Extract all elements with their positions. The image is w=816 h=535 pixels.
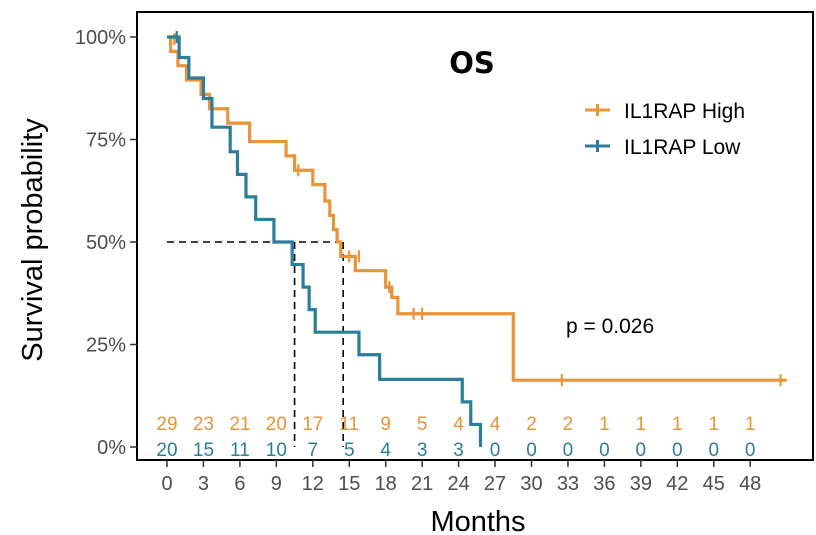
- risk-count-high: 4: [490, 414, 501, 435]
- x-tick-label: 39: [630, 473, 652, 495]
- x-tick-label: 27: [484, 473, 506, 495]
- survival-curve-low: [167, 35, 483, 447]
- risk-count-high: 2: [526, 414, 537, 435]
- risk-count-high: 1: [672, 414, 683, 435]
- risk-count-low: 3: [417, 440, 428, 461]
- risk-count-high: 4: [453, 414, 464, 435]
- x-tick-label: 9: [271, 473, 282, 495]
- legend-label-high: IL1RAP High: [624, 100, 745, 123]
- x-tick-label: 12: [302, 473, 324, 495]
- risk-count-high: 11: [339, 414, 359, 435]
- risk-count-low: 10: [266, 440, 287, 461]
- risk-count-high: 1: [599, 414, 610, 435]
- risk-count-low: 5: [344, 440, 355, 461]
- risk-count-low: 0: [745, 440, 756, 461]
- p-value-annotation: p = 0.026: [566, 315, 654, 338]
- risk-count-high: 17: [302, 414, 323, 435]
- x-tick-label: 30: [520, 473, 542, 495]
- x-tick-label: 6: [234, 473, 245, 495]
- legend-label-low: IL1RAP Low: [624, 136, 741, 159]
- x-tick-label: 18: [375, 473, 397, 495]
- x-axis: 0 3 6 9 12 15 18 21 24 27 30 33 36 39 42 45 48: [161, 460, 761, 495]
- x-axis-title: Months: [430, 506, 525, 535]
- risk-count-low: 0: [526, 440, 537, 461]
- y-tick-label: 50%: [86, 232, 126, 254]
- x-tick-label: 45: [703, 473, 725, 495]
- risk-count-low: 4: [380, 440, 391, 461]
- y-tick-label: 75%: [86, 130, 126, 152]
- x-tick-label: 24: [447, 473, 469, 495]
- y-tick-label: 0%: [97, 437, 126, 459]
- y-axis: 0% 25% 50% 75% 100%: [75, 27, 137, 459]
- survival-curve-high: [167, 35, 787, 382]
- risk-count-high: 2: [563, 414, 574, 435]
- risk-count-low: 0: [599, 440, 610, 461]
- x-tick-label: 33: [557, 473, 579, 495]
- legend: IL1RAP High IL1RAP Low: [585, 100, 745, 159]
- x-tick-label: 15: [338, 473, 360, 495]
- risk-count-low: 7: [308, 440, 319, 461]
- x-tick-label: 48: [739, 473, 761, 495]
- risk-count-high: 1: [745, 414, 756, 435]
- x-tick-label: 3: [198, 473, 209, 495]
- risk-count-high: 1: [708, 414, 719, 435]
- x-tick-label: 36: [593, 473, 615, 495]
- y-tick-label: 100%: [75, 27, 126, 49]
- panel-border: [136, 11, 814, 461]
- risk-count-low: 20: [156, 440, 177, 461]
- risk-count-low: 0: [672, 440, 683, 461]
- risk-count-high: 1: [636, 414, 647, 435]
- y-axis-title: Survival probability: [17, 118, 49, 362]
- risk-count-low: 11: [230, 440, 250, 461]
- risk-count-low: 0: [490, 440, 501, 461]
- risk-count-high: 21: [229, 414, 250, 435]
- y-tick-label: 25%: [86, 335, 126, 357]
- risk-count-low: 0: [636, 440, 647, 461]
- risk-count-low: 0: [708, 440, 719, 461]
- risk-count-low: 0: [563, 440, 574, 461]
- risk-table: 2920231521112010177115945343402020101010…: [156, 414, 755, 461]
- x-tick-label: 0: [161, 473, 172, 495]
- risk-count-high: 29: [156, 414, 177, 435]
- chart-title: OS: [449, 46, 495, 80]
- risk-count-high: 9: [380, 414, 391, 435]
- risk-count-low: 15: [193, 440, 214, 461]
- risk-count-high: 23: [193, 414, 214, 435]
- series-layer: [167, 31, 787, 447]
- x-tick-label: 42: [666, 473, 688, 495]
- x-tick-label: 21: [411, 473, 433, 495]
- risk-count-low: 3: [453, 440, 464, 461]
- risk-count-high: 5: [417, 414, 428, 435]
- median-lines: [167, 241, 344, 447]
- risk-count-high: 20: [266, 414, 287, 435]
